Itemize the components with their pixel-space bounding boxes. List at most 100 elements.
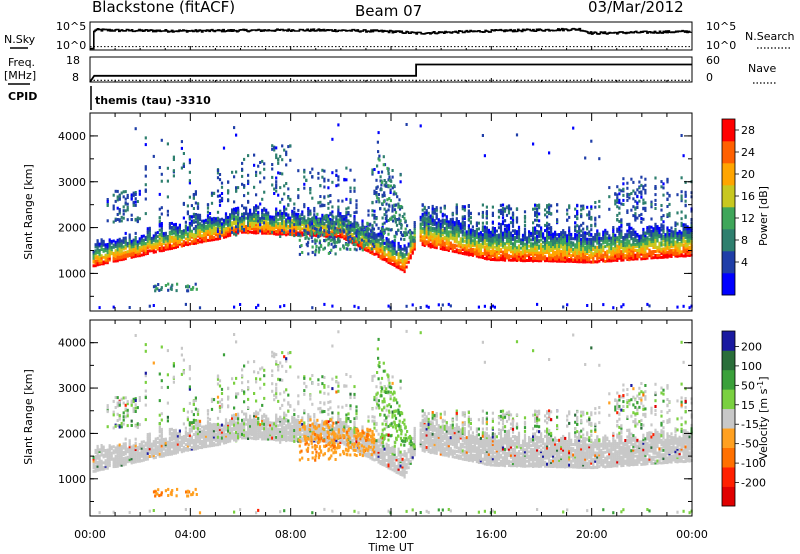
power-cell [588, 239, 591, 243]
power-cell [198, 223, 202, 227]
power-cell [608, 257, 611, 261]
power-cell [519, 254, 523, 258]
power-cell [337, 205, 340, 209]
power-cell [475, 250, 478, 254]
power-cell [548, 241, 551, 245]
power-cell [208, 222, 212, 226]
power-cell [638, 234, 641, 238]
power-cell [618, 236, 621, 240]
power-cell [293, 223, 296, 227]
power-cell [409, 240, 412, 244]
power-cell [407, 256, 410, 260]
power-cell [433, 235, 436, 239]
power-cell [640, 252, 643, 256]
power-cell [200, 223, 204, 227]
power-cell [670, 255, 673, 258]
power-cell [377, 243, 380, 247]
power-cell [644, 234, 647, 238]
power-cell [674, 248, 677, 252]
power-cell [347, 206, 350, 210]
power-cell [528, 238, 531, 241]
power-cell [423, 218, 426, 222]
power-cell [381, 257, 384, 261]
power-cell [191, 287, 194, 291]
power-cell [519, 258, 523, 262]
power-cell [332, 215, 335, 219]
power-cell [212, 216, 216, 220]
power-cell [499, 231, 503, 235]
power-cell [431, 233, 434, 237]
power-cell [100, 246, 103, 250]
power-cell [457, 243, 460, 247]
power-cell [530, 257, 533, 260]
power-cell [394, 218, 397, 222]
power-cell [580, 254, 583, 258]
power-cell [118, 240, 121, 244]
power-cell [509, 248, 513, 252]
power-cell [253, 224, 256, 228]
power-cell [349, 201, 352, 205]
power-cell [638, 245, 641, 249]
power-cell [253, 219, 256, 222]
power-cell [586, 256, 589, 259]
power-cell [170, 232, 173, 236]
power-cell [116, 189, 119, 193]
power-cell [483, 227, 486, 231]
power-cell [439, 243, 442, 247]
power-cell [126, 250, 129, 254]
power-cell [525, 246, 529, 250]
power-cell [620, 220, 623, 224]
power-cell [104, 245, 107, 249]
power-cell [560, 231, 563, 235]
power-cell [362, 243, 365, 247]
power-cell [423, 228, 426, 232]
power-cell [604, 232, 607, 236]
power-cell [102, 243, 105, 247]
power-cell [548, 234, 551, 238]
power-cell [507, 233, 511, 237]
power-cell [247, 221, 250, 225]
power-cell [493, 256, 496, 260]
power-cell [403, 244, 406, 248]
power-cell [495, 246, 498, 250]
power-cell [239, 216, 242, 220]
power-cell [174, 237, 177, 241]
power-cell [136, 216, 139, 220]
power-cell [162, 234, 165, 238]
power-cell [580, 229, 583, 233]
power-cell [279, 232, 282, 236]
power-cell [509, 242, 513, 246]
power-cell [132, 251, 135, 255]
power-cell [168, 240, 171, 244]
power-cell [347, 219, 350, 223]
power-cell [676, 236, 679, 240]
power-cell [582, 258, 585, 261]
power-cell [662, 220, 665, 224]
power-cell [331, 210, 334, 214]
power-cell [550, 204, 553, 208]
power-cell [188, 170, 191, 174]
power-cell [196, 226, 200, 230]
power-cell [176, 226, 179, 230]
power-cell [652, 237, 655, 241]
power-cell [532, 250, 535, 254]
power-cell [648, 248, 651, 252]
power-cell [445, 230, 448, 234]
power-cell [503, 256, 507, 260]
power-cell [566, 259, 569, 263]
power-cell [355, 237, 358, 240]
power-cell [614, 233, 617, 237]
power-cell [493, 237, 496, 241]
power-cell [399, 231, 403, 234]
power-cell [218, 230, 222, 233]
power-cell [519, 252, 523, 256]
power-cell [586, 258, 589, 262]
power-cell [648, 232, 651, 236]
power-cell [596, 256, 599, 260]
power-cell [285, 150, 288, 154]
power-cell [437, 236, 440, 240]
power-cell [192, 237, 195, 241]
power-cell [397, 252, 400, 256]
power-cell [357, 242, 360, 246]
power-cell [678, 252, 681, 256]
